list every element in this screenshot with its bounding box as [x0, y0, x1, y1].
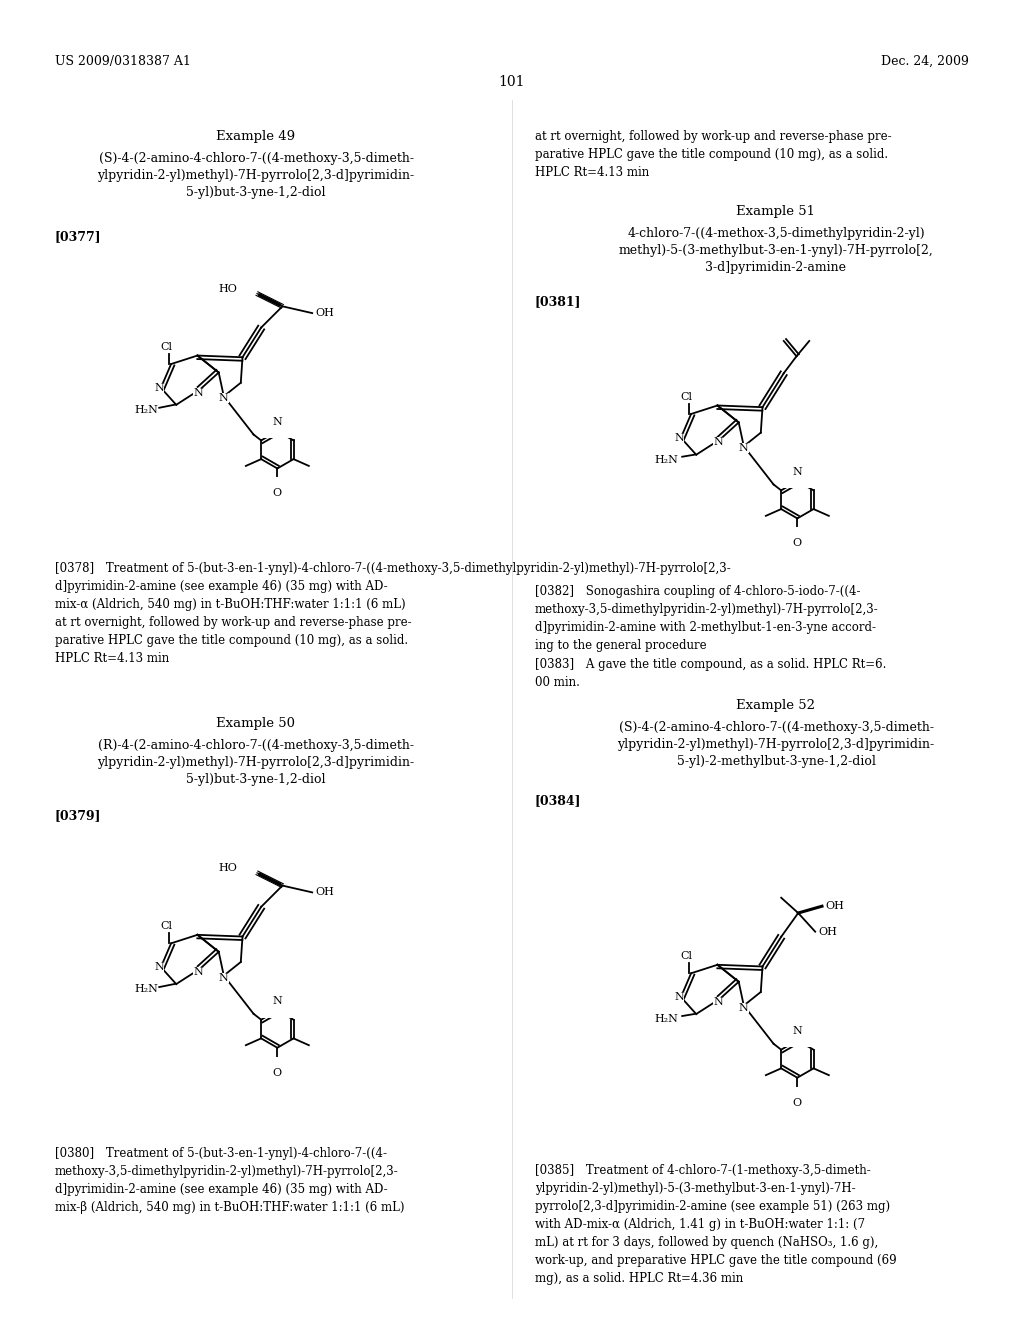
Text: Dec. 24, 2009: Dec. 24, 2009 — [881, 55, 969, 67]
Text: Cl: Cl — [680, 392, 692, 403]
Text: OH: OH — [825, 902, 844, 911]
Text: N: N — [793, 1027, 802, 1036]
Text: H₂N: H₂N — [654, 1014, 678, 1024]
Text: O: O — [272, 1068, 282, 1077]
Text: H₂N: H₂N — [134, 985, 158, 994]
Text: at rt overnight, followed by work-up and reverse-phase pre-
parative HPLC gave t: at rt overnight, followed by work-up and… — [535, 129, 892, 178]
Text: H₂N: H₂N — [654, 454, 678, 465]
Text: N: N — [674, 993, 684, 1002]
Text: N: N — [793, 467, 802, 477]
Text: N: N — [219, 393, 228, 404]
Text: Cl: Cl — [680, 952, 692, 961]
Text: US 2009/0318387 A1: US 2009/0318387 A1 — [55, 55, 190, 67]
Text: N: N — [154, 962, 164, 972]
Text: Cl: Cl — [160, 342, 172, 352]
Text: (R)-4-(2-amino-4-chloro-7-((4-methoxy-3,5-dimeth-
ylpyridin-2-yl)methyl)-7H-pyrr: (R)-4-(2-amino-4-chloro-7-((4-methoxy-3,… — [97, 739, 415, 787]
Text: [0385] Treatment of 4-chloro-7-(1-methoxy-3,5-dimeth-
ylpyridin-2-yl)methyl)-5-(: [0385] Treatment of 4-chloro-7-(1-methox… — [535, 1163, 897, 1284]
Text: [0380] Treatment of 5-(but-3-en-1-ynyl)-4-chloro-7-((4-
methoxy-3,5-dimethylpyri: [0380] Treatment of 5-(but-3-en-1-ynyl)-… — [55, 1147, 404, 1213]
Text: N: N — [713, 437, 723, 447]
Text: O: O — [793, 539, 802, 548]
Text: 4-chloro-7-((4-methox-3,5-dimethylpyridin-2-yl)
methyl)-5-(3-methylbut-3-en-1-yn: 4-chloro-7-((4-methox-3,5-dimethylpyridi… — [618, 227, 933, 273]
Text: (S)-4-(2-amino-4-chloro-7-((4-methoxy-3,5-dimeth-
ylpyridin-2-yl)methyl)-7H-pyrr: (S)-4-(2-amino-4-chloro-7-((4-methoxy-3,… — [617, 721, 935, 768]
Text: [0377]: [0377] — [55, 230, 101, 243]
Text: [0379]: [0379] — [55, 809, 101, 822]
Text: Cl: Cl — [160, 921, 172, 932]
Text: [0384]: [0384] — [535, 795, 582, 807]
Text: OH: OH — [315, 308, 334, 318]
Text: 101: 101 — [499, 75, 525, 88]
Text: O: O — [272, 488, 282, 499]
Text: [0378] Treatment of 5-(but-3-en-1-ynyl)-4-chloro-7-((4-methoxy-3,5-dimethylpyrid: [0378] Treatment of 5-(but-3-en-1-ynyl)-… — [55, 562, 731, 665]
Text: N: N — [272, 997, 283, 1006]
Text: Example 50: Example 50 — [216, 717, 296, 730]
Text: Example 52: Example 52 — [736, 700, 815, 711]
Text: N: N — [194, 388, 203, 397]
Text: N: N — [154, 383, 164, 393]
Text: [0383] A gave the title compound, as a solid. HPLC Rt=6.
00 min.: [0383] A gave the title compound, as a s… — [535, 659, 887, 689]
Text: Example 49: Example 49 — [216, 129, 296, 143]
Text: Example 51: Example 51 — [736, 205, 815, 218]
Text: H₂N: H₂N — [134, 405, 158, 414]
Text: [0382] Sonogashira coupling of 4-chloro-5-iodo-7-((4-
methoxy-3,5-dimethylpyridi: [0382] Sonogashira coupling of 4-chloro-… — [535, 585, 879, 652]
Text: N: N — [713, 997, 723, 1007]
Text: (S)-4-(2-amino-4-chloro-7-((4-methoxy-3,5-dimeth-
ylpyridin-2-yl)methyl)-7H-pyrr: (S)-4-(2-amino-4-chloro-7-((4-methoxy-3,… — [97, 152, 415, 199]
Text: N: N — [219, 973, 228, 982]
Text: O: O — [793, 1098, 802, 1107]
Text: N: N — [739, 1002, 749, 1012]
Text: OH: OH — [818, 927, 837, 937]
Text: [0381]: [0381] — [535, 294, 582, 308]
Text: N: N — [739, 444, 749, 453]
Text: N: N — [674, 433, 684, 442]
Text: HO: HO — [218, 284, 237, 293]
Text: N: N — [272, 417, 283, 428]
Text: N: N — [194, 966, 203, 977]
Text: OH: OH — [315, 887, 334, 898]
Text: HO: HO — [218, 863, 237, 873]
